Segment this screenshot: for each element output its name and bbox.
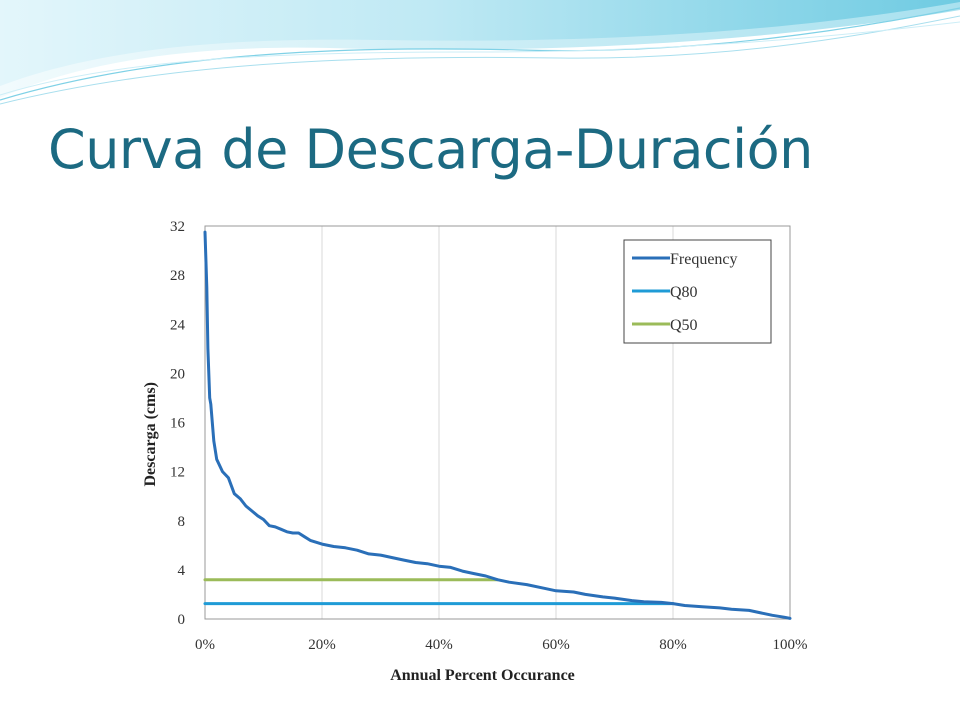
decorative-wave-banner	[0, 0, 960, 105]
series-layer	[203, 230, 792, 620]
x-axis-ticks: 0% 20% 40% 60% 80% 100%	[195, 637, 808, 653]
legend-label-q80: Q80	[670, 284, 698, 301]
x-tick-label: 0%	[195, 637, 215, 653]
x-tick-label: 100%	[773, 637, 808, 653]
y-tick-label: 28	[170, 268, 185, 284]
y-axis-ticks: 0 4 8 12 16 20 24 28 32	[170, 219, 186, 628]
x-tick-label: 20%	[308, 637, 336, 653]
legend-label-q50: Q50	[670, 317, 698, 334]
discharge-duration-chart: 0% 20% 40% 60% 80% 100% 0 4 8 12 16 20 24 28 32 Annua…	[142, 219, 808, 684]
wave-line-3	[0, 21, 960, 96]
x-tick-label: 40%	[425, 637, 453, 653]
y-tick-label: 32	[170, 219, 185, 235]
legend: Frequency Q80 Q50	[623, 239, 772, 344]
y-tick-label: 4	[178, 563, 186, 579]
wave-band-front	[0, 0, 960, 86]
x-axis-title: Annual Percent Occurance	[390, 667, 575, 684]
y-tick-label: 0	[178, 612, 186, 628]
grid-lines	[321, 226, 674, 619]
chart-container: 0% 20% 40% 60% 80% 100% 0 4 8 12 16 20 24 28 32 Annua…	[113, 198, 831, 688]
slide-title: Curva de Descarga-Duración	[48, 118, 813, 181]
x-tick-label: 60%	[542, 637, 570, 653]
x-tick-label: 80%	[659, 637, 687, 653]
y-axis-title: Descarga (cms)	[142, 382, 159, 486]
plot-area-border	[204, 225, 791, 620]
legend-label-frequency: Frequency	[670, 251, 738, 268]
y-tick-label: 24	[170, 317, 186, 333]
y-tick-label: 8	[178, 514, 186, 530]
y-tick-label: 16	[170, 416, 186, 432]
y-tick-label: 12	[170, 465, 185, 481]
wave-line-2	[0, 15, 960, 105]
wave-line-1	[0, 7, 960, 101]
y-tick-label: 20	[170, 366, 185, 382]
series-line-frequency	[203, 230, 792, 620]
